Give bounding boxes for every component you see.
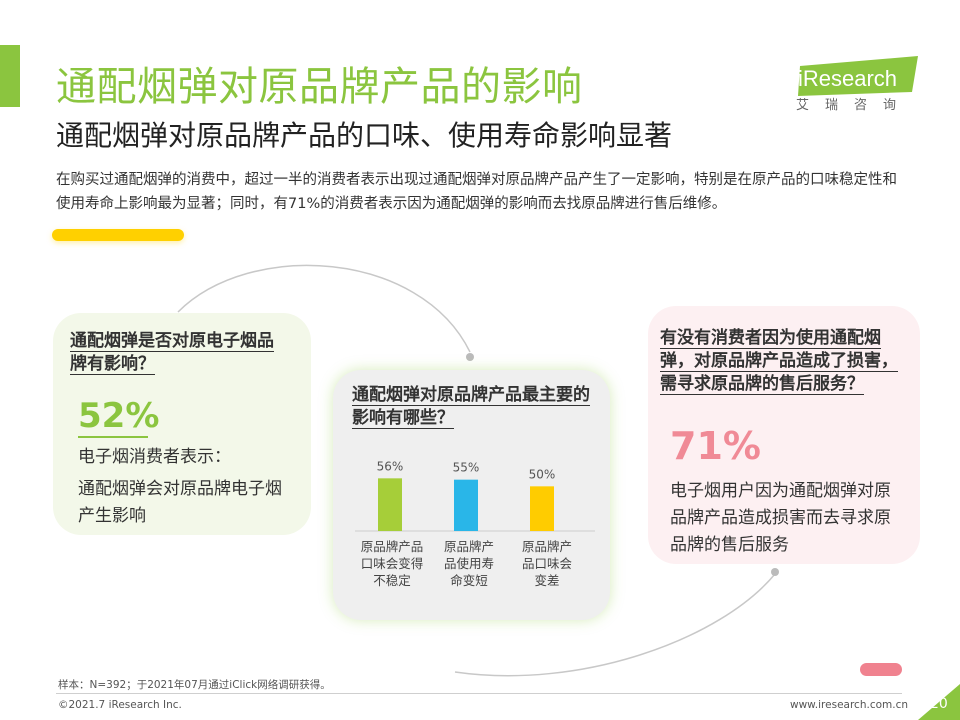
page-corner — [918, 684, 960, 720]
left-card-line1: 电子烟消费者表示： — [78, 447, 231, 467]
bar-1 — [378, 478, 402, 531]
left-card — [53, 313, 311, 535]
impact-bar-chart: 56% 55% 50% — [355, 459, 595, 532]
right-card-percent: 71% — [670, 424, 761, 468]
category-label: 原品牌产 品口味会 变差 — [521, 539, 572, 588]
logo-subtitle: 艾瑞咨询 — [796, 98, 913, 113]
bar-value-label: 50% — [529, 467, 556, 481]
decorative-pill — [52, 229, 184, 241]
category-label: 原品牌产 品使用寿 命变短 — [443, 539, 494, 588]
page-title: 通配烟弹对原品牌产品的影响 — [56, 64, 583, 110]
bar-2 — [454, 479, 478, 531]
page-description: 在购买过通配烟弹的消费中，超过一半的消费者表示出现过通配烟弹对原品牌产品产生了一… — [56, 172, 897, 212]
bar-value-label: 55% — [453, 461, 480, 475]
left-card-percent: 52% — [78, 396, 160, 436]
right-card-question: 有没有消费者因为使用通配烟弹，对原品牌产品造成了损害，需寻求原品牌的售后服务？ — [660, 328, 898, 395]
footnote: 样本：N=392；于2021年07月通过iClick网络调研获得。 — [58, 679, 331, 691]
left-card-question: 通配烟弹是否对原电子烟品牌有影响？ — [70, 331, 274, 375]
middle-card-question: 通配烟弹对原品牌产品最主要的影响有哪些？ — [352, 385, 590, 429]
page-subtitle: 通配烟弹对原品牌产品的口味、使用寿命影响显著 — [56, 119, 673, 152]
connector-dot — [771, 568, 779, 576]
decorative-pill-pink — [860, 663, 902, 676]
iresearch-logo: iResearch — [798, 56, 918, 96]
copyright: ©2021.7 iResearch Inc. — [58, 699, 182, 711]
bar-value-label: 56% — [377, 459, 404, 473]
bar-3 — [530, 486, 554, 531]
right-card-text: 电子烟用户因为通配烟弹对原品牌产品造成损害而去寻求原品牌的售后服务 — [670, 481, 891, 555]
page-number: 20 — [930, 696, 948, 712]
website: www.iresearch.com.cn — [790, 699, 909, 711]
connector-dot — [466, 353, 474, 361]
percent-underline — [78, 436, 148, 438]
right-card — [648, 306, 920, 564]
logo-text: iResearch — [798, 66, 897, 91]
title-accent-bar — [0, 45, 20, 107]
category-label: 原品牌产品 口味会变得 不稳定 — [360, 539, 424, 588]
footer-divider — [56, 693, 902, 694]
left-card-line2: 通配烟弹会对原品牌电子烟产生影响 — [78, 479, 282, 526]
